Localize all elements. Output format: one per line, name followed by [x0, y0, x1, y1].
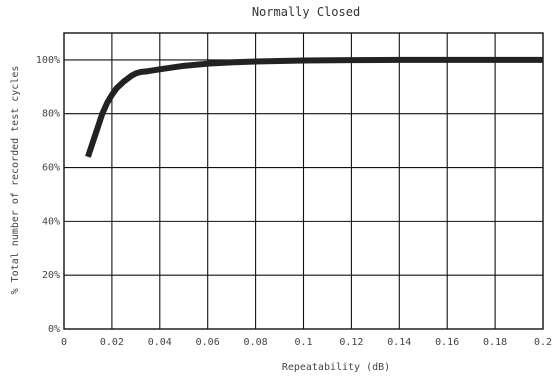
y-tick-label: 20% [42, 270, 60, 281]
y-axis-label: % Total number of recorded test cycles [10, 66, 21, 295]
y-tick-label: 80% [42, 109, 60, 120]
x-tick-label: 0.08 [244, 337, 268, 348]
y-tick-label: 60% [42, 163, 60, 174]
x-tick-label: 0 [61, 337, 67, 348]
y-tick-label: 0% [48, 324, 60, 335]
x-tick-label: 0.04 [148, 337, 172, 348]
x-tick-label: 0.16 [435, 337, 459, 348]
x-tick-label: 0.18 [483, 337, 507, 348]
x-tick-label: 0.1 [294, 337, 312, 348]
x-axis-ticks: 0 0.02 0.04 0.06 0.08 0.1 0.12 0.14 0.16 0.18 0.2 [61, 337, 552, 348]
y-axis-ticks: 0% 20% 40% 60% 80% 100% [36, 55, 60, 335]
series-layer [85, 56, 543, 158]
x-axis-label: Repeatability (dB) [282, 362, 390, 373]
y-tick-label: 40% [42, 216, 60, 227]
x-tick-label: 0.06 [196, 337, 220, 348]
x-tick-label: 0.14 [387, 337, 411, 348]
x-tick-label: 0.2 [534, 337, 552, 348]
x-tick-label: 0.02 [100, 337, 124, 348]
chart-title: Normally Closed [252, 5, 360, 19]
series-line [85, 56, 543, 158]
y-tick-label: 100% [36, 55, 60, 66]
x-tick-label: 0.12 [339, 337, 363, 348]
grid [63, 32, 544, 330]
